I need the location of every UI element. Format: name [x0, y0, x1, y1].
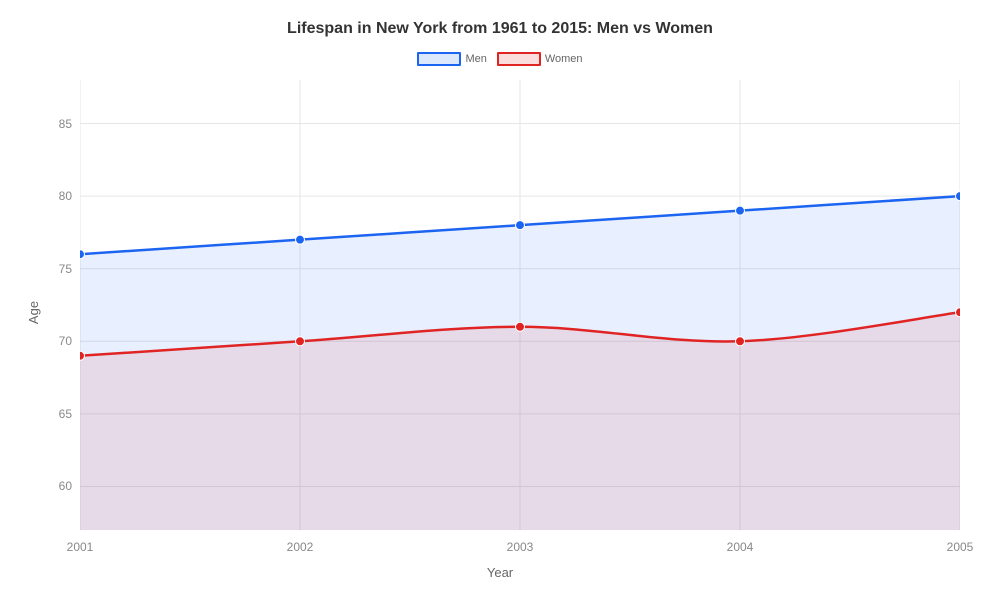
legend-swatch-women	[497, 52, 541, 66]
x-tick-label: 2002	[270, 540, 330, 554]
x-axis-label: Year	[0, 565, 1000, 580]
y-tick-label: 85	[32, 117, 72, 131]
y-tick-label: 80	[32, 189, 72, 203]
legend-swatch-men	[417, 52, 461, 66]
chart-container: Lifespan in New York from 1961 to 2015: …	[0, 0, 1000, 600]
x-tick-label: 2003	[490, 540, 550, 554]
plot-area	[80, 80, 960, 530]
legend-label-men: Men	[465, 53, 486, 65]
x-tick-label: 2004	[710, 540, 770, 554]
y-tick-label: 70	[32, 334, 72, 348]
x-tick-label: 2005	[930, 540, 990, 554]
y-axis-label: Age	[26, 301, 41, 324]
y-tick-label: 75	[32, 262, 72, 276]
legend-label-women: Women	[545, 53, 583, 65]
legend-item-men[interactable]: Men	[417, 52, 486, 66]
y-tick-label: 65	[32, 407, 72, 421]
x-tick-label: 2001	[50, 540, 110, 554]
legend-item-women[interactable]: Women	[497, 52, 583, 66]
chart-title: Lifespan in New York from 1961 to 2015: …	[0, 20, 1000, 38]
legend: Men Women	[0, 52, 1000, 66]
y-tick-label: 60	[32, 479, 72, 493]
